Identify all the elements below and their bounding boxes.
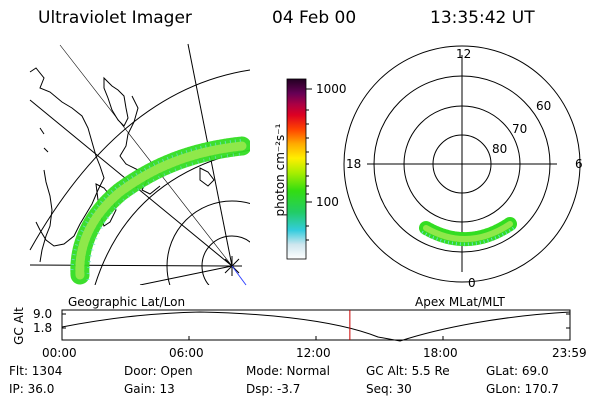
colorbar-ticks: [306, 88, 312, 241]
colorbar-tick-1000: 1000: [316, 82, 347, 96]
orbit-altitude-curve: [61, 311, 571, 342]
status-ip: IP: 36.0: [9, 382, 55, 396]
orbit-xtick-0000: 00:00: [42, 346, 77, 360]
mlt-label-12: 12: [456, 47, 472, 61]
orbit-y-ticks: [62, 313, 570, 329]
orbit-ytick-high: 9.0: [33, 307, 53, 321]
status-glon: GLon: 170.7: [486, 382, 559, 396]
status-flight: Flt: 1304: [9, 364, 63, 378]
coastline: [103, 76, 129, 127]
panel-label-geographic: Geographic Lat/Lon: [68, 295, 186, 309]
auroral-oval-polar: [419, 217, 517, 246]
orbit-xtick-1800: 18:00: [423, 346, 458, 360]
mlat-label-70: 70: [512, 122, 528, 136]
coastline: [39, 169, 53, 263]
mlt-label-18: 18: [346, 157, 362, 171]
orbit-xtick-1200: 12:00: [296, 346, 331, 360]
status-dsp: Dsp: -3.7: [246, 382, 301, 396]
polar-plot: [343, 45, 581, 283]
mlat-label-80: 80: [492, 142, 508, 156]
coastline: [199, 167, 215, 187]
orbit-ytick-low: 1.8: [33, 321, 53, 335]
date-label: 04 Feb 00: [272, 8, 357, 28]
coastline: [39, 127, 49, 153]
mlt-label-6: 6: [575, 157, 583, 171]
subsatellite-marker: [222, 256, 247, 286]
map-meridian: [59, 44, 233, 267]
map-meridian: [29, 264, 233, 267]
status-seq: Seq: 30: [366, 382, 412, 396]
colorbar: [286, 78, 307, 260]
colorbar-unit-label: photon cm⁻²s⁻¹: [273, 123, 287, 217]
orbit-plot-frame: [61, 309, 571, 341]
orbit-x-ticks: [188, 336, 444, 340]
auroral-oval-geographic: [70, 136, 250, 285]
orbit-xtick-2359: 23:59: [552, 346, 587, 360]
status-gc-alt: GC Alt: 5.5 Re: [366, 364, 450, 378]
panel-label-apex: Apex MLat/MLT: [415, 295, 505, 309]
mlat-label-60: 60: [536, 99, 552, 113]
mlt-label-0: 0: [468, 276, 476, 290]
status-door: Door: Open: [124, 364, 193, 378]
map-meridian: [139, 265, 233, 285]
geographic-map: [29, 43, 250, 285]
orbit-ylabel: GC Alt: [12, 307, 26, 345]
polar-circle-outer: [343, 45, 581, 283]
instrument-title: Ultraviolet Imager: [38, 8, 192, 28]
status-glat: GLat: 69.0: [486, 364, 549, 378]
status-gain: Gain: 13: [124, 382, 175, 396]
status-mode: Mode: Normal: [246, 364, 330, 378]
map-lat-line: [29, 69, 250, 251]
time-label: 13:35:42 UT: [430, 8, 535, 28]
colorbar-tick-100: 100: [316, 195, 339, 209]
coastline: [29, 67, 105, 247]
orbit-xtick-0600: 06:00: [169, 346, 204, 360]
